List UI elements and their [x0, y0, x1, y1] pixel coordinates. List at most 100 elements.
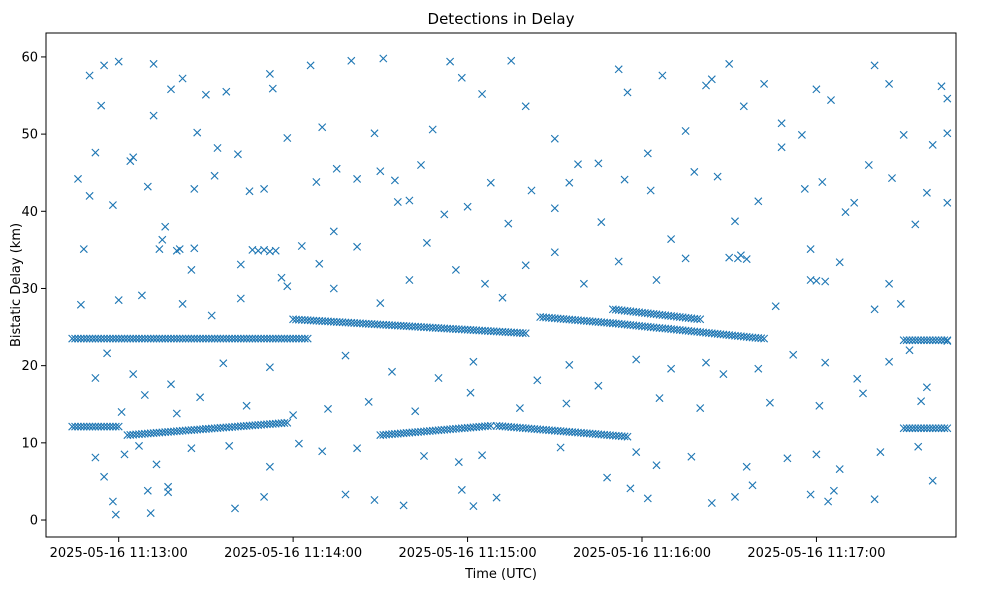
- data-point: [914, 424, 923, 433]
- data-point: [731, 492, 739, 501]
- data-point: [533, 376, 542, 385]
- data-point: [899, 336, 908, 345]
- data-point: [594, 159, 603, 168]
- data-point: [821, 358, 830, 367]
- data-point: [175, 334, 184, 343]
- data-point: [289, 411, 298, 420]
- plot-frame: [45, 32, 957, 538]
- data-point: [937, 82, 946, 91]
- data-point: [294, 439, 303, 448]
- data-point: [193, 334, 202, 343]
- data-point: [812, 450, 821, 459]
- data-point: [91, 453, 100, 462]
- data-point: [178, 334, 187, 343]
- data-point: [260, 184, 269, 193]
- data-point: [297, 315, 306, 324]
- data-point: [184, 334, 193, 343]
- data-point: [667, 235, 676, 244]
- data-point: [463, 202, 472, 211]
- data-point: [760, 79, 769, 88]
- x-axis-label: Time (UTC): [464, 567, 537, 582]
- data-point: [260, 245, 269, 254]
- data-point: [213, 334, 222, 343]
- data-point: [225, 334, 234, 343]
- data-point: [97, 422, 106, 431]
- data-point: [815, 401, 824, 410]
- data-point: [347, 56, 356, 65]
- data-point: [550, 134, 559, 143]
- data-point: [245, 334, 254, 343]
- data-point: [303, 334, 312, 343]
- data-point: [219, 334, 228, 343]
- data-point: [859, 389, 867, 398]
- data-point: [167, 334, 175, 343]
- data-point: [94, 422, 103, 431]
- data-point: [251, 334, 260, 343]
- data-point: [373, 320, 382, 329]
- data-point: [824, 497, 833, 506]
- data-point: [297, 242, 306, 250]
- data-point: [332, 164, 341, 173]
- data-point: [495, 327, 504, 336]
- data-point: [623, 432, 632, 441]
- data-point: [451, 325, 460, 334]
- data-point: [902, 336, 911, 345]
- data-point: [71, 422, 80, 431]
- data-point: [126, 334, 135, 343]
- data-point: [283, 134, 292, 142]
- data-point: [236, 294, 245, 303]
- data-point: [216, 334, 225, 343]
- data-point: [324, 404, 332, 413]
- data-point: [277, 273, 286, 282]
- data-point: [74, 174, 82, 183]
- data-point: [318, 447, 327, 456]
- data-point: [922, 424, 931, 433]
- data-point: [111, 510, 120, 519]
- data-point: [201, 90, 210, 99]
- data-point: [120, 334, 129, 343]
- data-point: [376, 167, 385, 176]
- y-tick-label: 0: [30, 514, 38, 529]
- data-point: [812, 276, 821, 285]
- data-point: [393, 198, 402, 206]
- data-point: [829, 486, 838, 495]
- data-point: [405, 276, 414, 284]
- data-point: [908, 336, 917, 345]
- data-point: [870, 495, 879, 504]
- data-point: [911, 424, 920, 433]
- data-point: [885, 357, 894, 366]
- data-point: [937, 424, 946, 433]
- data-point: [149, 111, 158, 120]
- data-point: [888, 174, 896, 183]
- data-point: [565, 360, 574, 369]
- y-tick-label: 40: [21, 205, 38, 220]
- data-point: [943, 129, 952, 138]
- data-point: [158, 334, 167, 343]
- data-point: [411, 407, 420, 416]
- data-point: [827, 96, 835, 105]
- data-point: [315, 259, 324, 268]
- data-point: [707, 75, 716, 84]
- data-point: [451, 265, 460, 274]
- data-point: [876, 448, 885, 457]
- axes: 0 10 20 30 40 50 60 2025-05-16 11:13:00 2025-05-…: [21, 50, 885, 561]
- data-point: [161, 222, 170, 231]
- data-point: [353, 174, 362, 183]
- data-point: [85, 334, 94, 343]
- data-point: [353, 444, 362, 453]
- data-point: [928, 336, 937, 345]
- data-point: [210, 334, 219, 343]
- data-point: [85, 422, 94, 431]
- data-point: [806, 245, 815, 254]
- data-point: [754, 364, 763, 373]
- data-point: [74, 334, 82, 343]
- data-point: [469, 357, 478, 366]
- data-point: [922, 336, 931, 345]
- data-point: [388, 367, 396, 376]
- data-point: [733, 254, 742, 263]
- x-tick-label: 2025-05-16 11:16:00: [573, 546, 711, 561]
- data-point: [190, 334, 199, 343]
- data-point: [85, 71, 94, 80]
- data-point: [172, 334, 181, 343]
- data-point: [742, 255, 751, 264]
